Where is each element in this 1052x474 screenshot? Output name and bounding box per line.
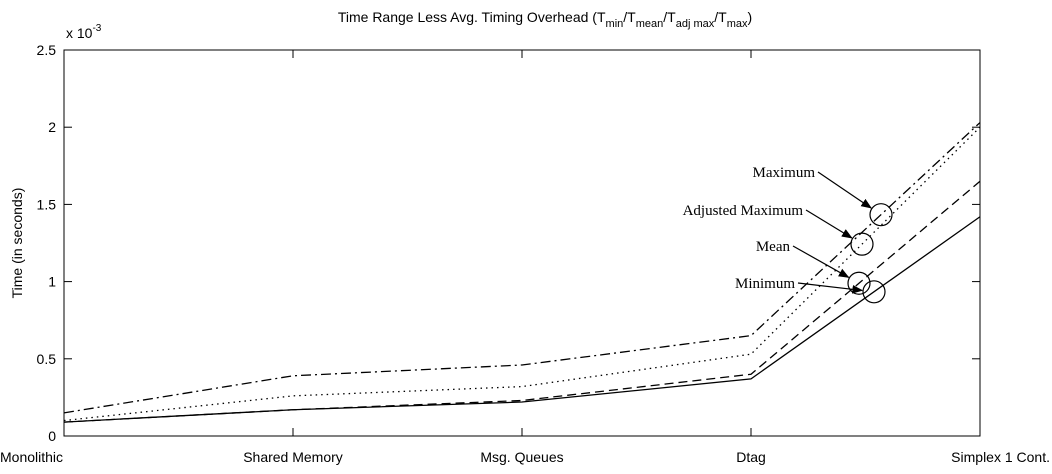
annotation-circle	[847, 271, 871, 295]
series-line	[63, 126, 981, 422]
chart-title: Time Range Less Avg. Timing Overhead (Tm…	[338, 9, 752, 30]
title-subscript: mean	[636, 18, 664, 30]
axis-multiplier: x 10-3	[66, 23, 102, 41]
title-text: /T	[663, 9, 676, 25]
y-tick-label: 0	[48, 428, 56, 444]
title-text: /T	[714, 9, 727, 25]
annotation-label: Minimum	[735, 276, 795, 292]
annotation-arrow	[805, 209, 853, 239]
title-text: )	[747, 9, 752, 25]
x-tick-label: Monolithic	[0, 449, 63, 465]
annotation-circle	[869, 203, 893, 227]
y-tick-label: 2.5	[37, 42, 57, 58]
multiplier-base: x 10	[66, 25, 93, 41]
annotation-label: Adjusted Maximum	[683, 203, 804, 219]
plot-frame	[63, 49, 981, 437]
x-tick-label: Simplex 1 Cont.	[951, 449, 1050, 465]
title-subscript: adj max	[676, 18, 715, 30]
series-line	[63, 216, 981, 423]
annotation-label: Mean	[756, 239, 791, 255]
series-line	[63, 122, 981, 414]
x-tick-label: Dtag	[736, 449, 766, 465]
y-tick-label: 1	[48, 274, 56, 290]
annotation-circle	[850, 232, 874, 256]
x-tick-label: Msg. Queues	[480, 449, 563, 465]
y-axis-label: Time (in seconds)	[9, 188, 25, 299]
annotation-arrow	[797, 282, 864, 294]
title-subscript: min	[606, 18, 624, 30]
x-tick-label: Shared Memory	[243, 449, 343, 465]
title-text: Time Range Less Avg. Timing Overhead (T	[338, 9, 606, 25]
series-line	[63, 180, 981, 423]
y-tick-label: 1.5	[37, 196, 57, 212]
multiplier-exponent: -3	[92, 23, 101, 34]
y-tick-label: 2	[48, 119, 56, 135]
y-tick-label: 0.5	[37, 351, 57, 367]
title-subscript: max	[727, 18, 748, 30]
annotation-arrow	[792, 245, 850, 278]
title-text: /T	[623, 9, 636, 25]
annotation-arrow	[817, 171, 872, 209]
annotation-label: Maximum	[753, 165, 816, 181]
